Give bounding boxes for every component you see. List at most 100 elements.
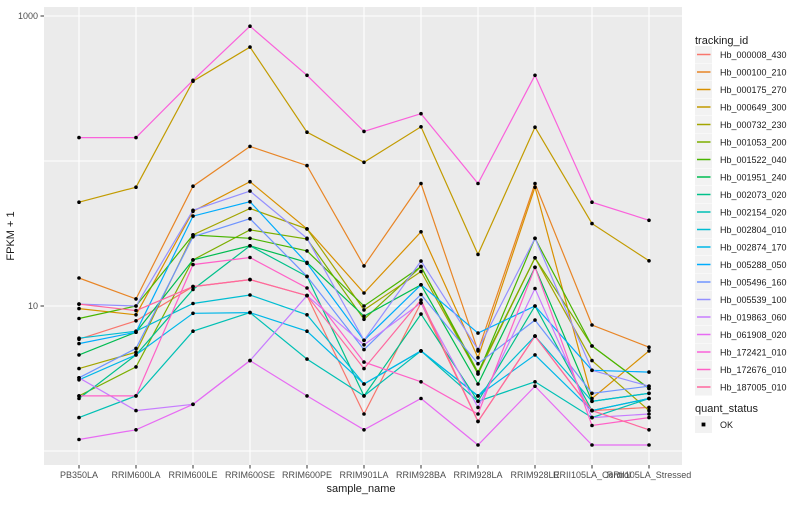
legend-item-label: Hb_002804_010 bbox=[720, 225, 787, 235]
data-point bbox=[590, 200, 594, 204]
data-point bbox=[305, 357, 309, 361]
data-point bbox=[191, 311, 195, 316]
data-point bbox=[77, 396, 81, 401]
legend-item: Hb_061908_020 bbox=[695, 326, 787, 343]
legend-item: Hb_001522_040 bbox=[695, 151, 787, 168]
x-tick-label: RRIM928BA bbox=[396, 470, 446, 480]
legend-item-label: Hb_001522_040 bbox=[720, 155, 787, 165]
data-point bbox=[305, 130, 309, 134]
data-point bbox=[77, 276, 81, 280]
data-point bbox=[191, 329, 195, 334]
x-tick-label: PB350LA bbox=[60, 470, 98, 480]
data-point bbox=[533, 318, 537, 322]
data-point bbox=[590, 415, 594, 420]
data-point bbox=[476, 181, 480, 186]
data-point bbox=[134, 330, 138, 335]
data-point bbox=[419, 111, 423, 116]
legend-item-label: Hb_000649_300 bbox=[720, 103, 787, 113]
data-point bbox=[305, 329, 309, 334]
data-point bbox=[533, 380, 537, 384]
data-point bbox=[590, 408, 594, 413]
data-point bbox=[248, 199, 252, 204]
data-point bbox=[419, 380, 423, 384]
data-point bbox=[419, 312, 423, 316]
data-point bbox=[77, 135, 81, 140]
legend-item-label: Hb_002154_020 bbox=[720, 208, 787, 218]
data-point bbox=[533, 73, 537, 78]
data-point bbox=[647, 412, 651, 416]
data-point bbox=[476, 372, 480, 376]
data-point bbox=[362, 317, 366, 322]
legend-title-tracking-id: tracking_id bbox=[695, 35, 748, 47]
x-tick-label: RRII105LA_Control bbox=[553, 470, 631, 480]
data-point bbox=[305, 236, 309, 241]
data-point bbox=[647, 391, 651, 396]
data-point bbox=[248, 228, 252, 232]
data-point bbox=[647, 396, 651, 401]
data-point bbox=[191, 402, 195, 407]
data-point bbox=[305, 261, 309, 266]
x-tick-label: RRIM600SE bbox=[225, 470, 275, 480]
data-point bbox=[647, 345, 651, 350]
legend-item: Hb_187005_010 bbox=[695, 378, 787, 396]
data-point bbox=[476, 382, 480, 386]
data-point bbox=[305, 274, 309, 279]
data-point bbox=[533, 181, 537, 186]
data-point bbox=[647, 384, 651, 389]
data-point bbox=[134, 365, 138, 369]
x-axis-title: sample_name bbox=[326, 483, 395, 495]
black-square-point-icon bbox=[701, 422, 706, 427]
data-point bbox=[419, 259, 423, 263]
legend-item: Hb_172676_010 bbox=[695, 361, 787, 378]
data-point bbox=[362, 360, 366, 364]
data-point bbox=[134, 185, 138, 189]
data-point bbox=[476, 355, 480, 360]
legend-item: Hb_002073_020 bbox=[695, 186, 787, 203]
data-point bbox=[134, 135, 138, 140]
data-point bbox=[305, 313, 309, 317]
data-point bbox=[419, 298, 423, 302]
data-point bbox=[362, 412, 366, 416]
data-point bbox=[647, 408, 651, 413]
data-point bbox=[248, 244, 252, 248]
legend-item-label: Hb_187005_010 bbox=[720, 383, 787, 393]
data-point bbox=[590, 396, 594, 401]
data-point bbox=[191, 258, 195, 262]
data-point bbox=[590, 443, 594, 447]
data-point bbox=[419, 269, 423, 274]
legend-quant-status: OK bbox=[695, 416, 733, 433]
data-point bbox=[305, 163, 309, 168]
data-point bbox=[77, 366, 81, 371]
data-point bbox=[419, 125, 423, 129]
data-point bbox=[134, 428, 138, 432]
legend-item: Hb_002154_020 bbox=[695, 203, 787, 221]
data-point bbox=[77, 394, 81, 398]
data-point bbox=[362, 347, 366, 352]
legend-item: Hb_002874_170 bbox=[695, 238, 787, 256]
data-point bbox=[533, 384, 537, 389]
data-point bbox=[191, 214, 195, 218]
data-point bbox=[248, 277, 252, 282]
data-point bbox=[134, 319, 138, 323]
data-point bbox=[419, 264, 423, 269]
data-point bbox=[647, 349, 651, 353]
legend-item: Hb_005288_050 bbox=[695, 256, 787, 273]
data-point bbox=[191, 287, 195, 292]
legend-item-label: Hb_000008_430 bbox=[720, 50, 787, 60]
data-point bbox=[419, 396, 423, 401]
data-point bbox=[191, 262, 195, 267]
data-point bbox=[305, 286, 309, 290]
legend-item-label: OK bbox=[720, 420, 733, 430]
data-point bbox=[305, 394, 309, 398]
data-point bbox=[533, 304, 537, 308]
data-point bbox=[590, 221, 594, 226]
legend-title-quant-status: quant_status bbox=[695, 403, 758, 415]
data-point bbox=[362, 291, 366, 295]
data-point bbox=[647, 405, 651, 410]
data-point bbox=[362, 304, 366, 308]
data-point bbox=[476, 394, 480, 398]
series-points bbox=[77, 24, 651, 447]
data-point bbox=[248, 293, 252, 297]
data-point bbox=[476, 412, 480, 416]
data-point bbox=[476, 405, 480, 410]
